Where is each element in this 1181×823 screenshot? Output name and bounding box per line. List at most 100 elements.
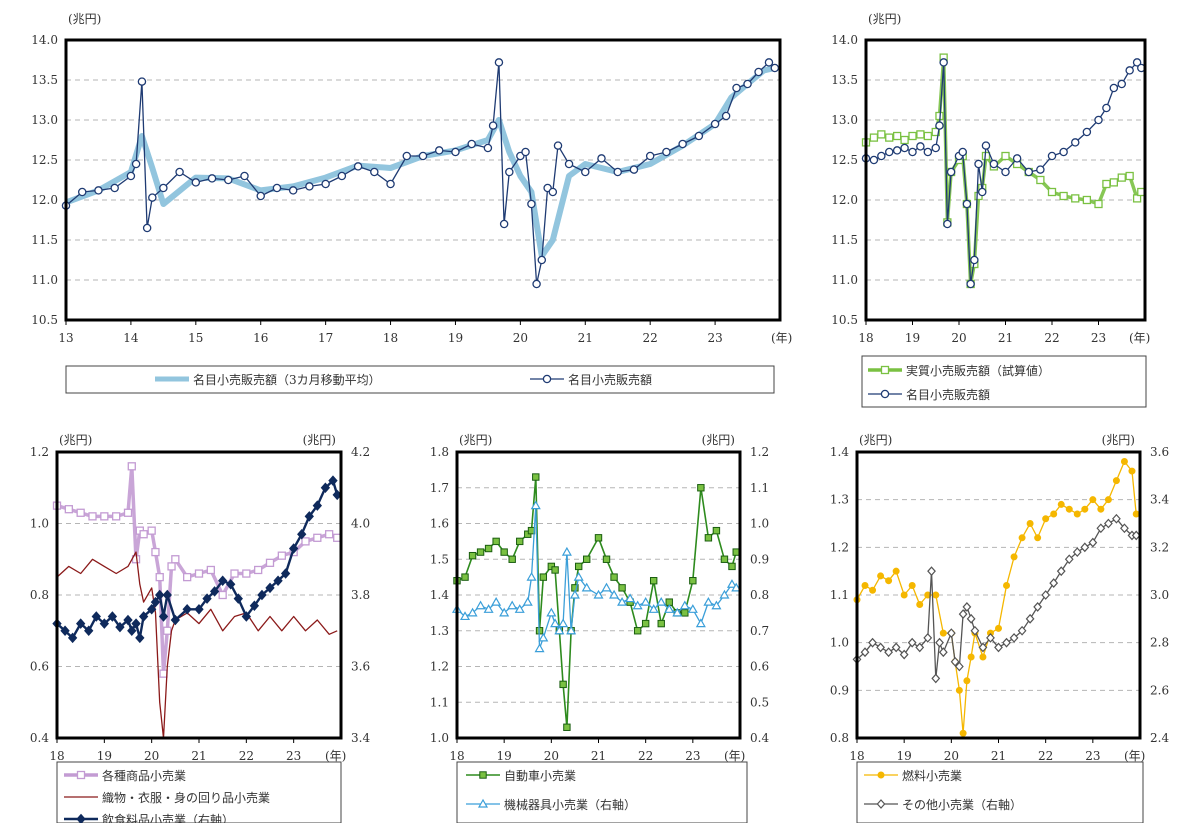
series-point-1 [564, 159, 574, 169]
series-point-1 [1132, 58, 1142, 67]
x-tick-label: 15 [188, 331, 203, 345]
series-point-1 [1036, 165, 1045, 174]
series-point-1 [569, 589, 580, 599]
series-point-0 [1097, 505, 1105, 513]
series-point-0 [476, 548, 485, 556]
series-point-1 [402, 151, 412, 161]
x-tick-label: 18 [383, 331, 398, 345]
series-point-1 [923, 147, 933, 157]
y2-tick-label: 2.4 [1150, 731, 1169, 745]
series-point-0 [916, 130, 925, 139]
series-point-0 [1104, 496, 1112, 504]
series-point-1 [732, 83, 741, 93]
series-point-2 [131, 618, 141, 629]
series-point-1 [687, 604, 698, 613]
series-point-0 [127, 462, 136, 471]
legend-marker [76, 770, 86, 780]
series-point-0 [484, 544, 493, 553]
series-point-1 [561, 546, 572, 556]
series-point-0 [1057, 500, 1065, 508]
series-point-0 [1065, 505, 1073, 513]
series-point-0 [728, 562, 736, 571]
legend-marker [880, 365, 890, 375]
y-tick-label: 11.5 [31, 233, 58, 247]
series-point-2 [99, 618, 110, 629]
series-point-0 [959, 729, 967, 737]
series-point-0 [1112, 477, 1120, 485]
series-point-1 [526, 571, 537, 581]
x-tick-label: 23 [1091, 331, 1106, 345]
series-point-2 [107, 611, 118, 622]
series-point-1 [553, 141, 563, 150]
series-point-1 [1056, 566, 1066, 577]
series-point-1 [527, 199, 536, 209]
legend-marker [477, 798, 489, 808]
series-point-0 [1120, 458, 1128, 466]
series-point-0 [563, 723, 571, 731]
x-tick-label: 20 [144, 749, 159, 763]
series-point-0 [931, 127, 940, 137]
plot-frame [855, 450, 1142, 740]
x-tick-label: 17 [318, 331, 333, 345]
series-point-1 [958, 147, 967, 157]
series-point-1 [1059, 147, 1068, 157]
series-point-1 [954, 661, 964, 672]
series-point-0 [112, 512, 121, 521]
legend-label: 名目小売販売額（3カ月移動平均） [193, 372, 381, 387]
series-point-1 [175, 167, 184, 177]
y-tick-label: 1.2 [30, 445, 49, 459]
series-point-1 [860, 647, 870, 658]
series-point-0 [900, 135, 909, 145]
y-unit-label: (兆円) [459, 433, 492, 447]
series-point-0 [1089, 496, 1097, 504]
series-point-0 [732, 548, 740, 556]
x-tick-label: 21 [991, 749, 1006, 763]
y2-unit-label: (兆円) [1102, 433, 1135, 447]
series-point-1 [1047, 151, 1057, 161]
series-point-1 [923, 633, 933, 643]
series-point-1 [1024, 167, 1034, 177]
series-point-0 [1034, 534, 1042, 542]
y2-tick-label: 0.9 [750, 552, 769, 566]
y-tick-label: 1.3 [830, 493, 849, 507]
series-line-0 [856, 460, 1137, 734]
series-line-1 [65, 61, 776, 285]
series-point-1 [694, 131, 704, 141]
x-tick-label: 19 [97, 749, 112, 763]
series-point-2 [312, 500, 323, 511]
series-point-0 [123, 508, 133, 517]
series-point-1 [597, 154, 606, 163]
series-point-1 [538, 632, 549, 642]
series-point-0 [183, 572, 192, 582]
series-point-0 [242, 569, 251, 578]
series-point-2 [155, 589, 165, 601]
series-point-1 [505, 167, 514, 177]
series-point-0 [1073, 510, 1081, 518]
series-point-0 [559, 680, 567, 689]
x-tick-label: 20 [513, 331, 528, 345]
series-point-1 [1103, 518, 1113, 529]
y2-tick-label: 3.6 [351, 660, 370, 674]
series-point-0 [602, 555, 611, 563]
series-point-1 [939, 58, 948, 67]
series-point-1 [110, 183, 119, 193]
series-point-1 [1033, 602, 1043, 612]
series-point-1 [1080, 542, 1090, 553]
series-point-0 [995, 624, 1002, 632]
series-point-0 [877, 130, 886, 139]
series-point-1 [625, 593, 636, 603]
series-point-2 [84, 625, 94, 637]
x-tick-label: 22 [638, 749, 653, 763]
y-unit-label: (兆円) [868, 12, 901, 26]
y2-tick-label: 3.4 [1150, 493, 1169, 507]
y2-tick-label: 0.7 [750, 624, 769, 638]
series-point-0 [1102, 179, 1111, 189]
series-point-0 [892, 567, 900, 575]
series-point-1 [632, 600, 643, 610]
series-point-1 [613, 167, 622, 177]
series-point-0 [167, 562, 176, 571]
series-point-0 [583, 555, 591, 563]
x-tick-label: 21 [578, 331, 593, 345]
series-point-1 [321, 179, 330, 189]
series-point-1 [907, 637, 917, 648]
